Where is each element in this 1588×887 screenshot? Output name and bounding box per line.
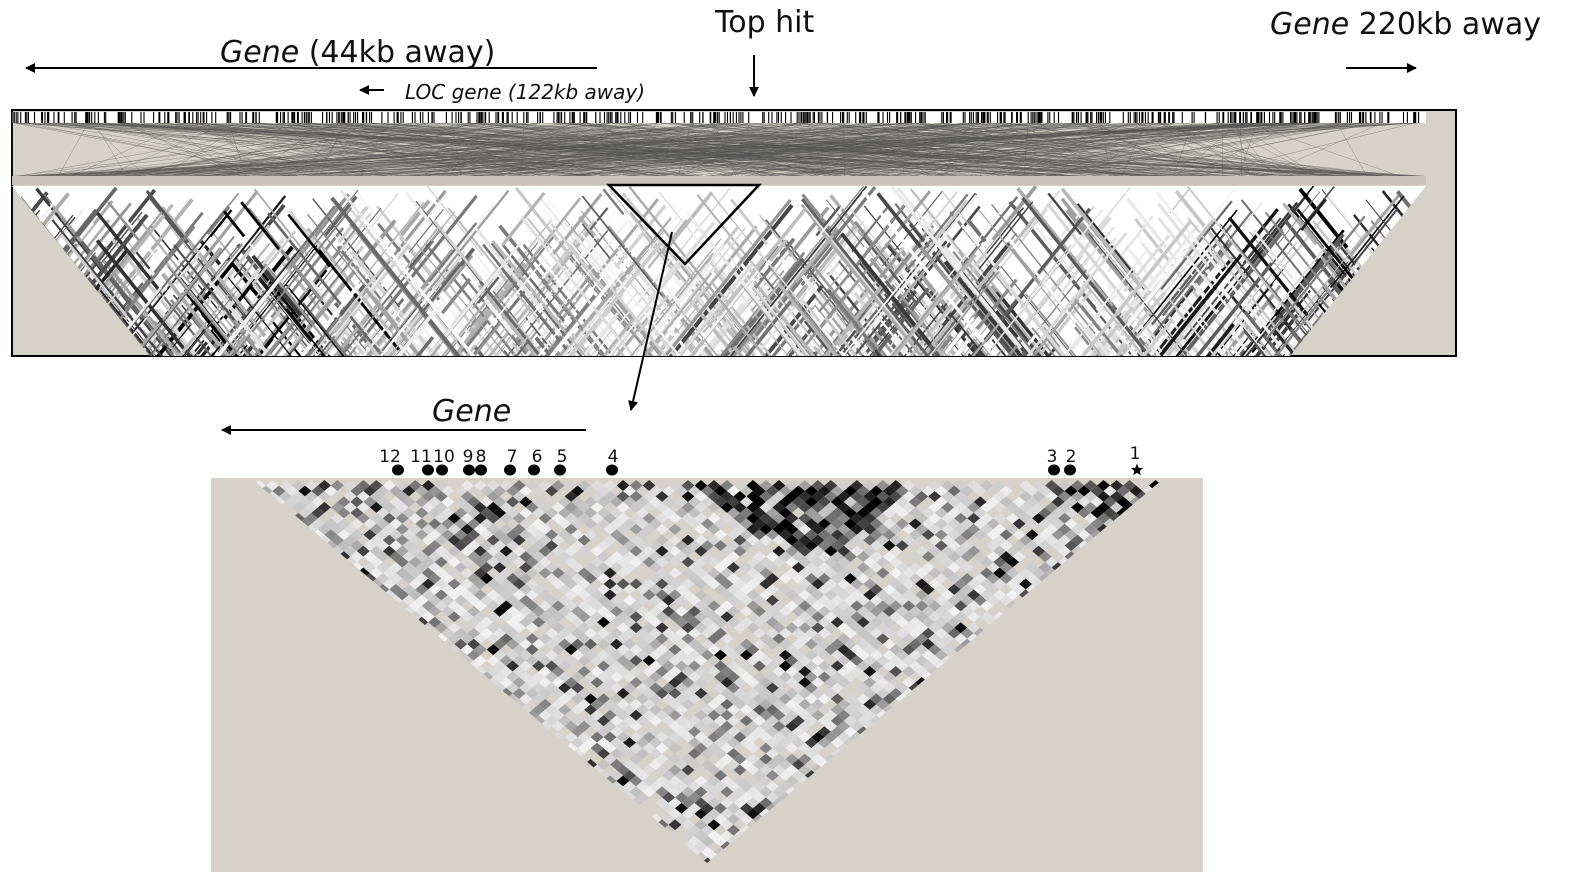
snp-position-ticks [11, 112, 1420, 123]
snp-label: 2 [1065, 447, 1077, 467]
top-hit-label: Top hit [715, 5, 815, 40]
gene-left-label: Gene (44kb away) [220, 38, 495, 68]
gene-left-name: Gene [220, 35, 300, 70]
loc-gene-detail: (122kb away) [501, 80, 646, 104]
snp-marker-dot [1048, 464, 1060, 476]
snp-label: 7 [506, 447, 518, 467]
snp-marker-dot [606, 464, 618, 476]
overview-ld-matrix [12, 186, 1426, 356]
gene-right-detail: 220kb away [1349, 7, 1541, 42]
zoom-pointer-arrow [628, 231, 673, 411]
loc-gene-label: LOC gene (122kb away) [405, 82, 645, 102]
snp-connector-lines [11, 122, 1425, 177]
snp-markers [392, 463, 1144, 476]
overview-separator [12, 176, 1426, 185]
gene-right-label: Gene 220kb away [1270, 10, 1541, 40]
snp-label: 9 [462, 447, 474, 467]
snp-marker-dot [463, 464, 475, 476]
snp-marker-dot [504, 464, 516, 476]
snp-label: 5 [556, 447, 568, 467]
snp-label: 6 [531, 447, 543, 467]
loc-gene-name: LOC gene [405, 80, 502, 104]
zoom-gene-label: Gene [432, 394, 512, 429]
snp-label: 4 [607, 447, 619, 467]
snp-marker-star [1130, 463, 1144, 476]
snp-label: 1 [1129, 444, 1141, 464]
snp-marker-dot [422, 464, 434, 476]
snp-marker-dot [392, 464, 404, 476]
snp-marker-dot [436, 464, 448, 476]
gene-right-name: Gene [1270, 7, 1350, 42]
snp-label: 11 [410, 447, 432, 467]
gene-left-detail: (44kb away) [299, 35, 496, 70]
snp-label: 12 [379, 447, 401, 467]
zoom-ld-matrix [253, 480, 1162, 863]
snp-marker-dot [475, 464, 487, 476]
snp-label: 3 [1046, 447, 1058, 467]
snp-marker-dot [528, 464, 540, 476]
snp-marker-dot [1064, 464, 1076, 476]
snp-marker-dot [554, 464, 566, 476]
snp-label: 10 [433, 447, 455, 467]
snp-label: 8 [475, 447, 487, 467]
highlighted-ld-block [606, 183, 762, 266]
